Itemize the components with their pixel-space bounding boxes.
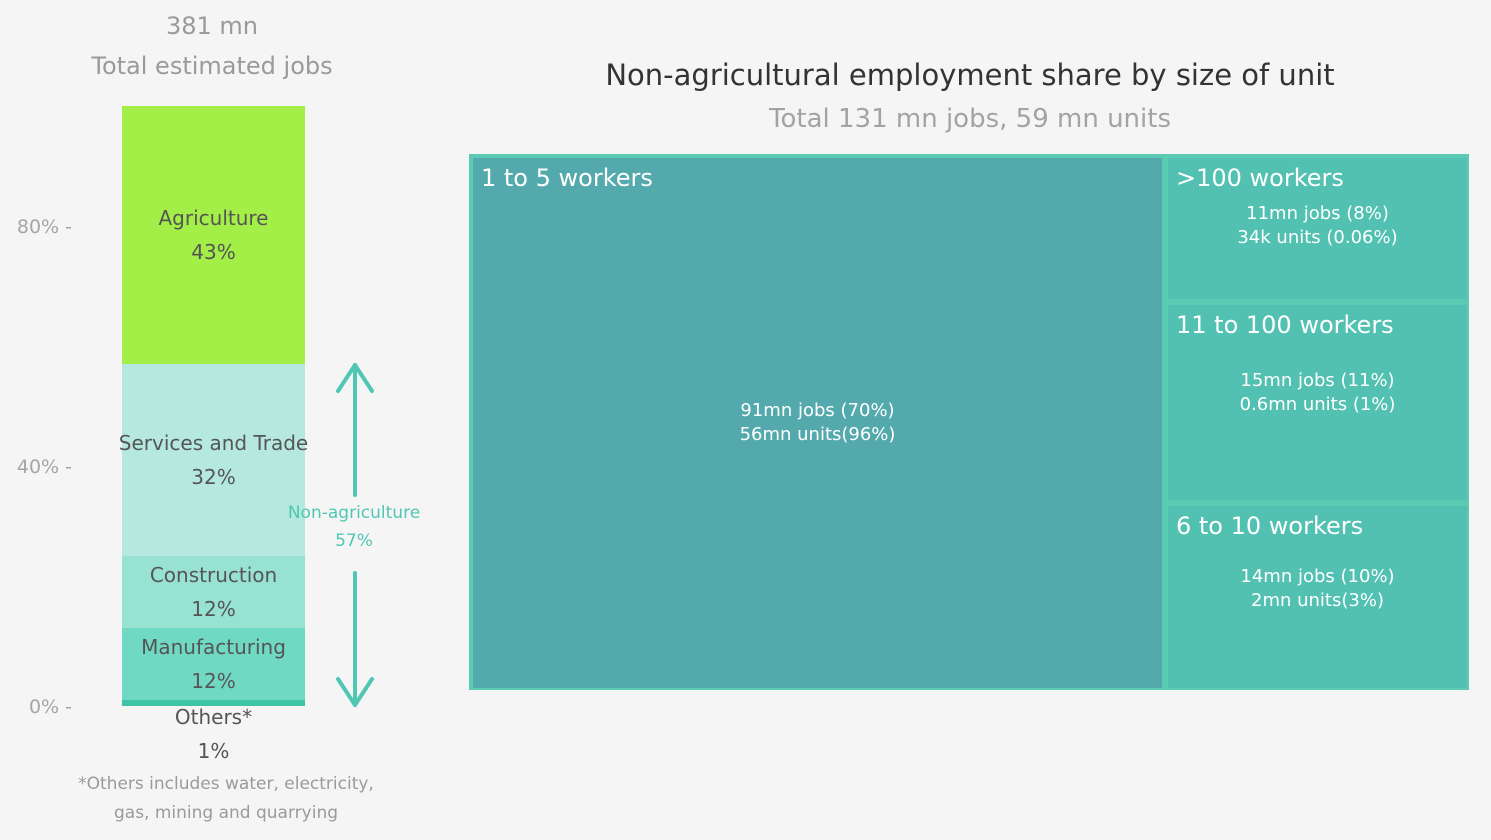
non-agriculture-label: Non-agriculture [287, 503, 421, 523]
non-agriculture-arrow [336, 363, 374, 707]
tile-label: 11 to 100 workers [1176, 311, 1394, 339]
bar-segment-others [122, 700, 305, 706]
treemap-tile-over-100-workers: >100 workers 11mn jobs (8%) 34k units (0.0… [1168, 158, 1467, 299]
total-jobs-value: 381 mn [165, 12, 259, 40]
stacked-employment-column: Others* 1% Manufacturing 12% Construction 12%… [0, 0, 440, 840]
treemap-title: Non-agricultural employment share by siz… [605, 58, 1335, 92]
y-tick-label-80: 80% - [16, 216, 72, 238]
segment-name: Agriculture [158, 206, 269, 230]
tile-jobs: 14mn jobs (10%) [1240, 566, 1395, 588]
tile-jobs: 11mn jobs (8%) [1246, 203, 1389, 224]
tile-units: 0.6mn units (1%) [1239, 394, 1396, 416]
treemap-tile-11-to-100-workers: 11 to 100 workers 15mn jobs (11%) 0.6mn un… [1168, 305, 1467, 500]
treemap-tile-1-to-5-workers: 1 to 5 workers 91mn jobs (70%) 56mn units(… [473, 158, 1162, 688]
others-footnote: *Others includes water, electricity, gas… [56, 770, 396, 828]
segment-value: 32% [191, 465, 236, 489]
arrow-down-head [336, 677, 374, 707]
tile-label: 1 to 5 workers [481, 164, 653, 192]
segment-label-agriculture: Agriculture 43% [92, 201, 335, 269]
tile-units: 2mn units(3%) [1251, 590, 1384, 612]
tile-jobs: 15mn jobs (11%) [1240, 370, 1395, 392]
total-jobs-label: Total estimated jobs [91, 52, 333, 80]
segment-label-services-and-trade: Services and Trade 32% [92, 426, 335, 494]
tile-jobs: 91mn jobs (70%) [740, 400, 895, 421]
bar-segment-services-and-trade [122, 364, 305, 556]
tile-value-label: 91mn jobs (70%) 56mn units(96%) [473, 399, 1162, 447]
segment-label-construction: Construction 12% [92, 558, 335, 626]
treemap-tile-6-to-10-workers: 6 to 10 workers 14mn jobs (10%) 2mn units(… [1168, 506, 1467, 688]
segment-value: 12% [191, 597, 236, 621]
treemap-subtitle: Total 131 mn jobs, 59 mn units [769, 104, 1171, 134]
others-footnote-line1: *Others includes water, electricity, [78, 774, 374, 794]
bar-segment-construction [122, 556, 305, 628]
treemap-chart: 1 to 5 workers 91mn jobs (70%) 56mn units(… [469, 154, 1469, 690]
others-footnote-line2: gas, mining and quarrying [113, 803, 339, 823]
segment-value: 43% [191, 240, 236, 264]
segment-value: 12% [191, 669, 236, 693]
segment-label-manufacturing: Manufacturing 12% [92, 630, 335, 698]
tile-label: >100 workers [1176, 164, 1344, 192]
non-agriculture-annotation: Non-agriculture 57% [269, 499, 439, 555]
y-tick-label-40: 40% - [16, 456, 72, 478]
segment-name: Services and Trade [118, 431, 309, 455]
tile-value-label: 11mn jobs (8%) 34k units (0.06%) [1168, 202, 1467, 250]
bar-segment-manufacturing [122, 628, 305, 700]
tile-units: 34k units (0.06%) [1237, 227, 1398, 248]
arrow-up-head [336, 363, 374, 393]
bar-segment-agriculture [122, 106, 305, 364]
segment-value: 1% [197, 739, 230, 763]
segment-name: Manufacturing [141, 635, 286, 659]
segment-label-others: Others* 1% [92, 700, 335, 768]
tile-label: 6 to 10 workers [1176, 512, 1364, 540]
tile-value-label: 14mn jobs (10%) 2mn units(3%) [1168, 565, 1467, 613]
y-tick-label-0: 0% - [28, 696, 72, 718]
tile-value-label: 15mn jobs (11%) 0.6mn units (1%) [1168, 369, 1467, 417]
segment-name: Construction [149, 563, 278, 587]
non-agriculture-value: 57% [335, 531, 373, 551]
tile-units: 56mn units(96%) [739, 424, 896, 445]
segment-name: Others* [174, 705, 253, 729]
